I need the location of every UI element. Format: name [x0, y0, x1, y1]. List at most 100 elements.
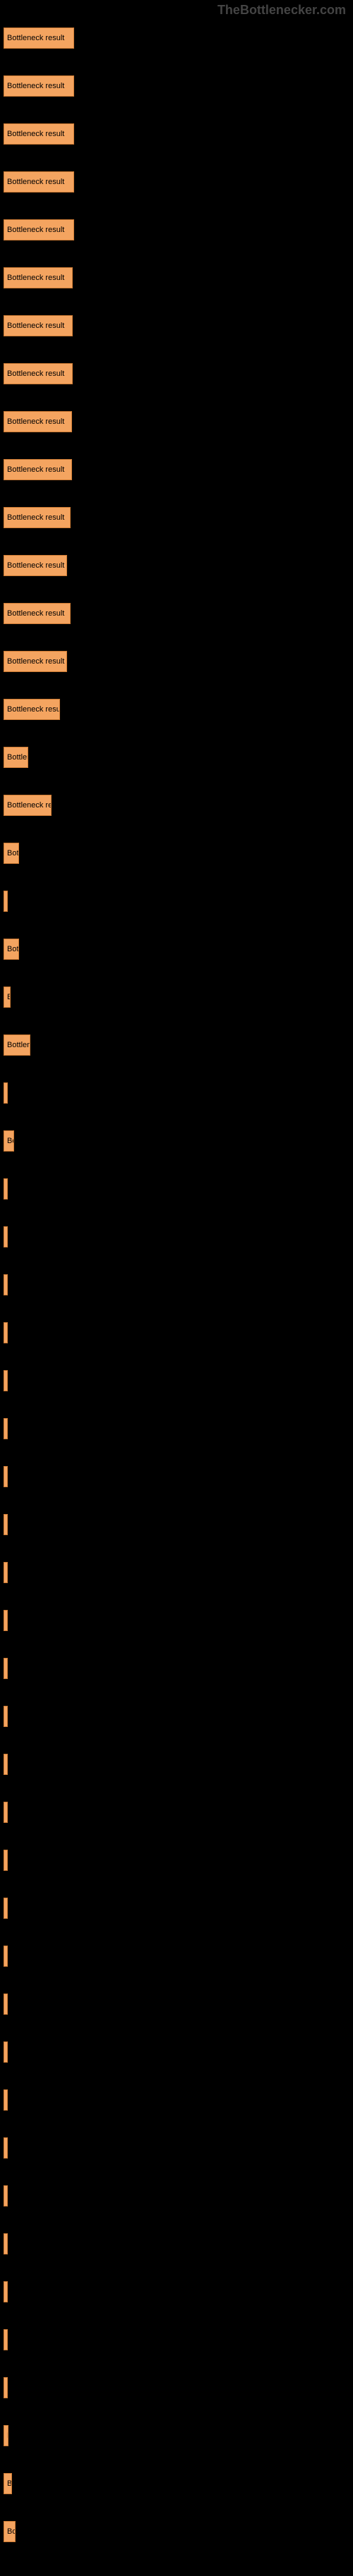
bar-row: Bottleneck result: [4, 2329, 349, 2369]
bar: Bottleneck result: [4, 987, 11, 1008]
bar: Bottleneck result: [4, 75, 74, 97]
bar-row: Bottleneck result: [4, 2473, 349, 2513]
bar: Bottleneck result: [4, 28, 74, 49]
bar-row: Bottleneck result: [4, 1610, 349, 1649]
bar-row: Bottleneck result: [4, 1322, 349, 1362]
bar: Bottleneck result: [4, 267, 73, 288]
bar-row: Bottleneck result: [4, 843, 349, 882]
bar-row: Bottleneck result: [4, 2137, 349, 2177]
bar-row: Bottleneck result: [4, 315, 349, 355]
bar-row: Bottleneck result: [4, 1034, 349, 1074]
bar: Bottleneck result: [4, 1322, 8, 1343]
bar-row: Bottleneck result: [4, 2521, 349, 2560]
bar-row: Bottleneck result: [4, 1850, 349, 1889]
bar-row: Bottleneck result: [4, 459, 349, 499]
bar: Bottleneck result: [4, 507, 71, 528]
bar: Bottleneck result: [4, 651, 67, 672]
bar-row: Bottleneck result: [4, 1082, 349, 1122]
bar-row: Bottleneck result: [4, 75, 349, 115]
bar-row: Bottleneck result: [4, 2281, 349, 2321]
bar-row: Bottleneck result: [4, 507, 349, 547]
bar: Bottleneck result: [4, 2041, 8, 2063]
bar-row: Bottleneck result: [4, 2425, 349, 2465]
bar-row: Bottleneck result: [4, 651, 349, 690]
chart-container: Bottleneck result Bottleneck result Bottle…: [0, 20, 353, 2576]
bar: Bottleneck result: [4, 459, 72, 480]
bar: Bottleneck result: [4, 1514, 8, 1535]
bar-row: Bottleneck result: [4, 987, 349, 1026]
bar-row: Bottleneck result: [4, 555, 349, 594]
bar-row: Bottleneck result: [4, 28, 349, 67]
bar-row: Bottleneck result: [4, 1418, 349, 1458]
bar: Bottleneck result: [4, 123, 74, 145]
bar: Bottleneck result: [4, 939, 19, 960]
bar: Bottleneck result: [4, 2137, 8, 2159]
bar-row: Bottleneck result: [4, 171, 349, 211]
bar-row: Bottleneck result: [4, 939, 349, 978]
bar-row: Bottleneck result: [4, 699, 349, 738]
bar-row: Bottleneck result: [4, 2041, 349, 2081]
bar: Bottleneck result: [4, 1802, 8, 1823]
bar: Bottleneck result: [4, 1898, 8, 1919]
bar: Bottleneck result: [4, 2377, 8, 2398]
bar-row: Bottleneck result: [4, 795, 349, 834]
bar-row: Bottleneck result: [4, 2233, 349, 2273]
bar-row: Bottleneck result: [4, 1130, 349, 1170]
bar: Bottleneck result: [4, 2089, 8, 2111]
bar: Bottleneck result: [4, 1418, 8, 1439]
bar: Bottleneck result: [4, 363, 73, 384]
bar: Bottleneck result: [4, 219, 74, 240]
bar: Bottleneck result: [4, 1274, 8, 1295]
bar-row: Bottleneck result: [4, 411, 349, 451]
bar: Bottleneck result: [4, 795, 52, 816]
bar: Bottleneck result: [4, 699, 60, 720]
bar-row: Bottleneck result: [4, 891, 349, 930]
bar-row: Bottleneck result: [4, 1706, 349, 1745]
bar: Bottleneck result: [4, 1946, 8, 1967]
bar: Bottleneck result: [4, 1082, 8, 1104]
bar: Bottleneck result: [4, 1562, 8, 1583]
bar: Bottleneck result: [4, 1850, 8, 1871]
bar: Bottleneck result: [4, 1178, 8, 1200]
bar: Bottleneck result: [4, 1658, 8, 1679]
bar: Bottleneck result: [4, 2329, 8, 2350]
bar-row: Bottleneck result: [4, 603, 349, 642]
bar-row: Bottleneck result: [4, 1466, 349, 1506]
bar: Bottleneck result: [4, 2281, 8, 2302]
bar: Bottleneck result: [4, 1034, 30, 1056]
watermark-text: TheBottlenecker.com: [0, 0, 353, 20]
bar-row: Bottleneck result: [4, 1370, 349, 1410]
bar-row: Bottleneck result: [4, 1562, 349, 1601]
bar: Bottleneck result: [4, 315, 73, 336]
bar: Bottleneck result: [4, 1706, 8, 1727]
bar-row: Bottleneck result: [4, 219, 349, 259]
bar-row: Bottleneck result: [4, 1898, 349, 1937]
bar-row: Bottleneck result: [4, 1994, 349, 2033]
bar-row: Bottleneck result: [4, 363, 349, 403]
bar-row: Bottleneck result: [4, 1514, 349, 1553]
bar-row: Bottleneck result: [4, 1754, 349, 1793]
bar-row: Bottleneck result: [4, 1658, 349, 1697]
bar: Bottleneck result: [4, 1754, 8, 1775]
bar-row: Bottleneck result: [4, 1946, 349, 1985]
bar-row: Bottleneck result: [4, 1274, 349, 1314]
bar: Bottleneck result: [4, 171, 74, 193]
bar-row: Bottleneck result: [4, 123, 349, 163]
bar-row: Bottleneck result: [4, 747, 349, 786]
bar: Bottleneck result: [4, 2185, 8, 2206]
bar: Bottleneck result: [4, 2425, 8, 2446]
bar-row: Bottleneck result: [4, 2185, 349, 2225]
bar: Bottleneck result: [4, 1610, 8, 1631]
bar: Bottleneck result: [4, 2473, 12, 2494]
bar: Bottleneck result: [4, 411, 72, 432]
bar: Bottleneck result: [4, 1994, 8, 2015]
bar: Bottleneck result: [4, 1130, 14, 1152]
bar-row: Bottleneck result: [4, 2089, 349, 2129]
bar-row: Bottleneck result: [4, 267, 349, 307]
bar: Bottleneck result: [4, 747, 28, 768]
bar: Bottleneck result: [4, 1226, 8, 1247]
bar: Bottleneck result: [4, 1370, 8, 1391]
bar-row: Bottleneck result: [4, 1178, 349, 1218]
bar: Bottleneck result: [4, 1466, 8, 1487]
bar: Bottleneck result: [4, 891, 8, 912]
